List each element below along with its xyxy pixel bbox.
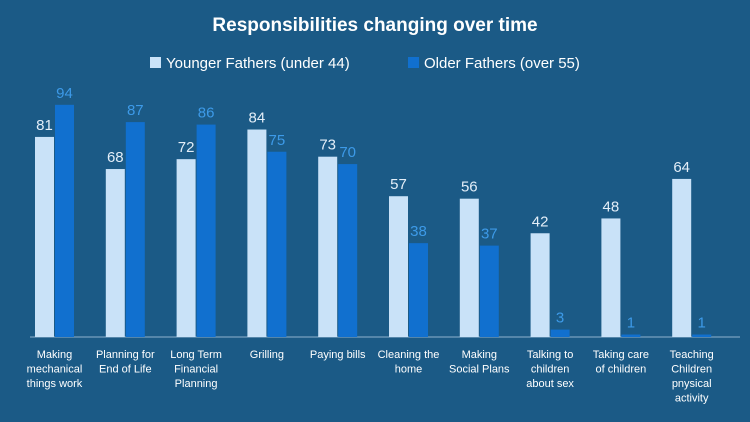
value-label-older: 94 [56, 85, 73, 102]
bar-younger [35, 136, 54, 337]
value-label-older: 86 [198, 105, 215, 122]
value-label-older: 87 [127, 102, 144, 119]
bar-younger [247, 129, 267, 337]
bar-older [267, 151, 287, 337]
value-label-older: 38 [410, 223, 427, 240]
bar-older [125, 122, 145, 337]
bar-younger [459, 198, 479, 337]
category-label: Grilling [250, 349, 284, 361]
category-label: Paying bills [310, 349, 366, 361]
value-label-older: 75 [269, 132, 286, 149]
legend-swatch-older [408, 57, 419, 68]
bar-younger [530, 233, 550, 337]
legend-label-younger: Younger Fathers (under 44) [166, 55, 350, 72]
value-label-younger: 81 [36, 117, 53, 134]
value-label-older: 3 [556, 310, 564, 327]
value-label-younger: 42 [532, 213, 549, 230]
category-label: Planning for End of Life [96, 349, 155, 376]
chart-title: Responsibilities changing over time [212, 15, 537, 36]
value-label-older: 70 [339, 144, 356, 161]
bar-older [550, 329, 570, 337]
value-label-younger: 64 [673, 159, 690, 176]
category-label: Cleaning the home [378, 349, 440, 376]
bar-older [621, 334, 641, 337]
bar-older [479, 245, 499, 337]
value-label-older: 1 [698, 315, 706, 332]
category-label: Making Social Plans [449, 349, 510, 376]
value-label-younger: 56 [461, 179, 478, 196]
category-label: Making mechanical things work [27, 349, 83, 390]
category-label: Teaching Children pnysical activity [670, 349, 714, 405]
bar-older [55, 104, 74, 337]
bar-younger [105, 169, 125, 337]
category-label: Talking to children about sex [526, 349, 574, 390]
legend-swatch-younger [150, 57, 161, 68]
value-label-older: 37 [481, 226, 498, 243]
value-label-younger: 57 [390, 176, 407, 193]
bar-older [692, 334, 712, 337]
bar-older [196, 124, 216, 337]
legend: Younger Fathers (under 44) Older Fathers… [150, 55, 580, 72]
bar-older [338, 164, 358, 337]
value-label-younger: 68 [107, 149, 124, 166]
bars-group [35, 104, 712, 337]
bar-younger [176, 159, 196, 337]
category-labels-group: Making mechanical things work Planning for E… [27, 349, 714, 405]
bar-younger [601, 218, 621, 337]
bar-younger [389, 196, 408, 337]
bar-younger [672, 178, 692, 337]
value-label-older: 1 [627, 315, 635, 332]
value-label-younger: 73 [319, 137, 336, 154]
legend-label-older: Older Fathers (over 55) [424, 55, 580, 72]
bar-younger [318, 156, 338, 337]
value-label-younger: 72 [178, 139, 195, 156]
category-label: Long Term Financial Planning [170, 349, 222, 390]
value-label-younger: 48 [603, 198, 620, 215]
bar-older [409, 243, 428, 337]
value-label-younger: 84 [249, 110, 266, 127]
category-label: Taking care of children [593, 349, 649, 376]
